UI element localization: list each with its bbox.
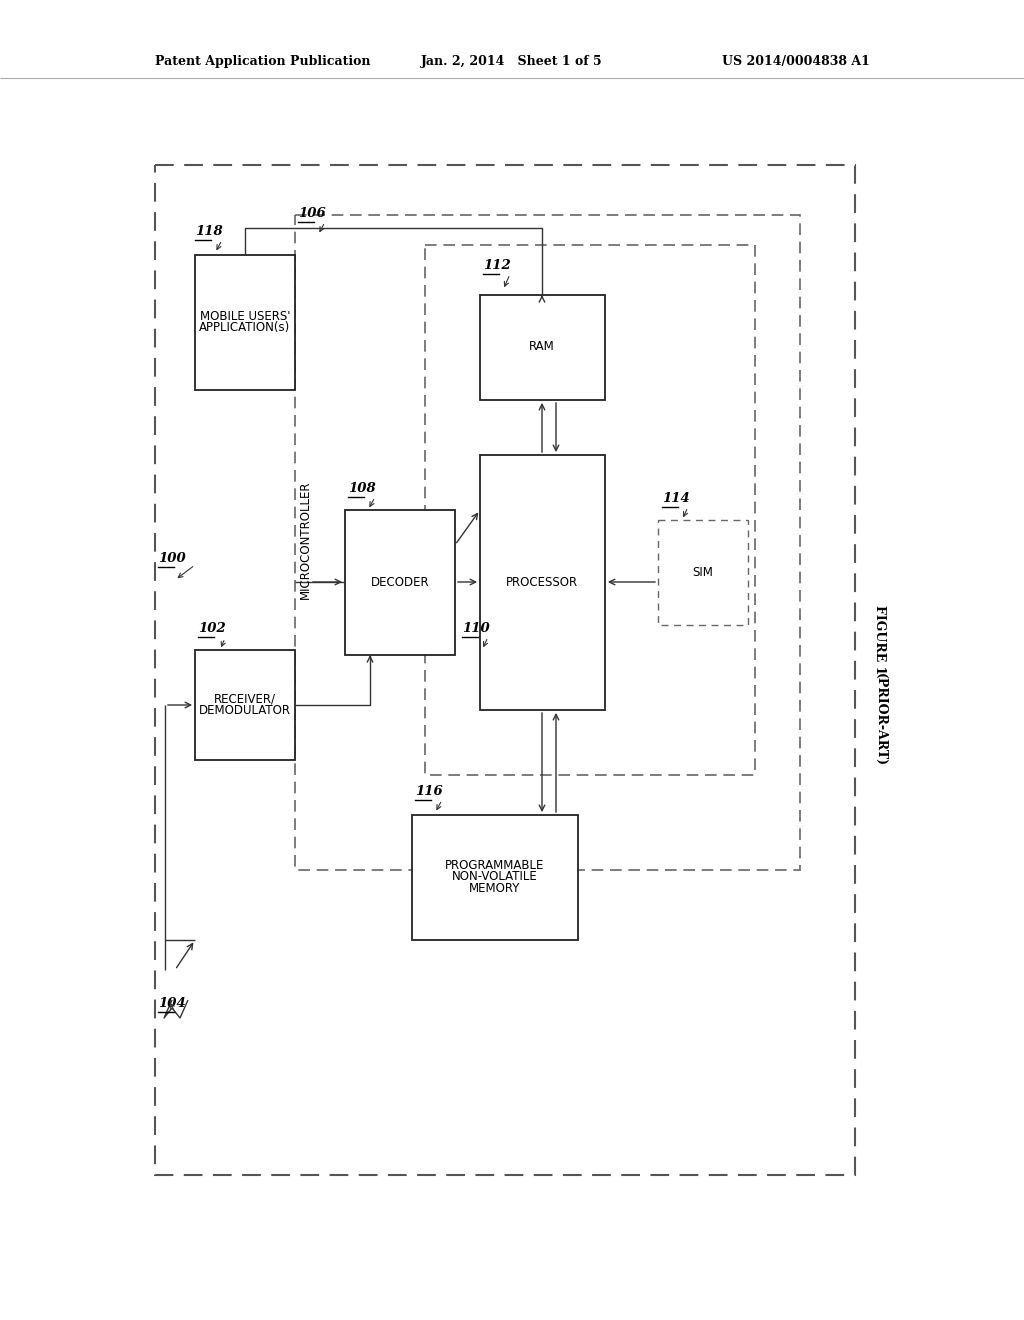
Text: 114: 114	[662, 492, 690, 506]
Text: MOBILE USERS': MOBILE USERS'	[200, 310, 290, 322]
Text: Jan. 2, 2014   Sheet 1 of 5: Jan. 2, 2014 Sheet 1 of 5	[421, 55, 603, 69]
Bar	[195, 255, 295, 389]
Text: 118: 118	[195, 224, 223, 238]
Text: MICROCONTROLLER: MICROCONTROLLER	[299, 480, 311, 599]
Text: 102: 102	[198, 622, 225, 635]
Text: DEMODULATOR: DEMODULATOR	[199, 705, 291, 718]
Bar	[425, 246, 755, 775]
Text: 116: 116	[415, 785, 442, 799]
Bar	[195, 649, 295, 760]
Text: RAM: RAM	[529, 341, 555, 354]
Text: 108: 108	[348, 482, 376, 495]
Text: 112: 112	[483, 259, 511, 272]
Text: Patent Application Publication: Patent Application Publication	[155, 55, 371, 69]
Bar	[480, 455, 605, 710]
Bar	[480, 294, 605, 400]
Text: 100: 100	[158, 552, 185, 565]
Bar	[155, 165, 855, 1175]
Text: RECEIVER/: RECEIVER/	[214, 693, 276, 706]
Bar	[345, 510, 455, 655]
Text: PROCESSOR: PROCESSOR	[506, 576, 579, 589]
Text: US 2014/0004838 A1: US 2014/0004838 A1	[722, 55, 870, 69]
Text: NON-VOLATILE: NON-VOLATILE	[453, 870, 538, 883]
Text: 110: 110	[462, 622, 489, 635]
Text: (PRIOR-ART): (PRIOR-ART)	[873, 673, 887, 767]
Text: APPLICATION(s): APPLICATION(s)	[200, 322, 291, 334]
Text: 104: 104	[158, 997, 185, 1010]
Text: PROGRAMMABLE: PROGRAMMABLE	[445, 858, 545, 871]
Text: FIGURE 1: FIGURE 1	[873, 606, 887, 675]
Text: SIM: SIM	[692, 565, 714, 578]
Text: MEMORY: MEMORY	[469, 882, 520, 895]
Bar	[658, 520, 748, 624]
Bar	[412, 814, 578, 940]
Text: DECODER: DECODER	[371, 576, 429, 589]
Text: 106: 106	[298, 207, 326, 220]
Bar	[295, 215, 800, 870]
